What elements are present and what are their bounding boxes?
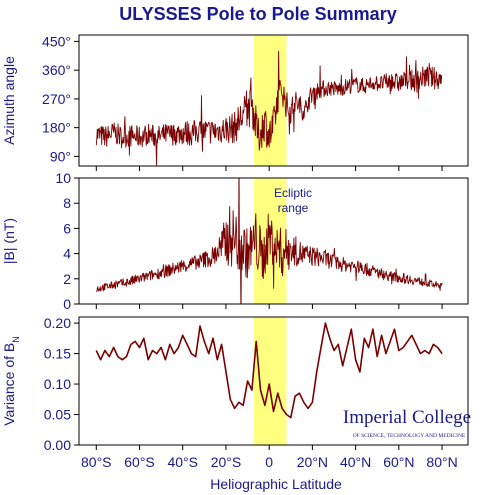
x-tick-label: 40°S bbox=[167, 454, 198, 470]
y-tick-label: 270° bbox=[42, 91, 71, 107]
y-tick-label: 0.20 bbox=[44, 315, 71, 331]
panel-1: 90° 180° 270° 360° 450° Azimuth angle bbox=[1, 33, 469, 171]
x-tick-label: 60°N bbox=[383, 454, 414, 470]
y-axis-label-subscript: N bbox=[11, 336, 21, 343]
y-tick-label: 8 bbox=[63, 195, 71, 211]
annotation-line-2: range bbox=[278, 201, 309, 215]
logo-line-2: OF SCIENCE, TECHNOLOGY AND MEDICINE bbox=[353, 433, 466, 439]
y-tick-label: 0.05 bbox=[44, 407, 71, 423]
y-tick-label: 0.10 bbox=[44, 376, 71, 392]
x-axis-label: Heliographic Latitude bbox=[210, 476, 342, 492]
y-tick-label: 0.15 bbox=[44, 346, 71, 362]
x-tick-label: 80°S bbox=[81, 454, 112, 470]
x-tick-label: 20°S bbox=[211, 454, 242, 470]
y-tick-label: 450° bbox=[42, 33, 71, 49]
panel-frame bbox=[78, 316, 469, 446]
series-line bbox=[95, 322, 443, 419]
y-tick-label: 10 bbox=[55, 170, 71, 186]
chart-title: ULYSSES Pole to Pole Summary bbox=[119, 4, 396, 24]
x-tick-label: 80°N bbox=[426, 454, 457, 470]
y-tick-label: 4 bbox=[63, 246, 71, 262]
y-tick-label: 360° bbox=[42, 62, 71, 78]
y-tick-label: 2 bbox=[63, 271, 71, 287]
x-tick-label: 20°N bbox=[297, 454, 328, 470]
x-tick-label: 60°S bbox=[124, 454, 155, 470]
y-axis-label: Azimuth angle bbox=[1, 56, 17, 145]
series-line bbox=[95, 50, 443, 166]
y-axis-label: Variance of BN bbox=[1, 336, 21, 426]
panel-frame bbox=[78, 34, 469, 167]
y-tick-label: 90° bbox=[50, 148, 71, 164]
series-line bbox=[96, 178, 443, 304]
y-tick-label: 0.00 bbox=[44, 437, 71, 453]
chart-panels: 90° 180° 270° 360° 450° Azimuth angle 0 2 4 6 8 10 |… bbox=[1, 33, 469, 470]
x-tick-label: 0 bbox=[265, 454, 273, 470]
panel-frame bbox=[78, 177, 469, 305]
y-axis-label: |B| (nT) bbox=[1, 218, 17, 264]
logo-line-1: Imperial College bbox=[343, 407, 471, 428]
imperial-college-logo: Imperial College OF SCIENCE, TECHNOLOGY … bbox=[343, 407, 471, 439]
y-tick-label: 6 bbox=[63, 220, 71, 236]
x-tick-label: 40°N bbox=[340, 454, 371, 470]
y-tick-label: 180° bbox=[42, 120, 71, 136]
y-tick-label: 0 bbox=[63, 296, 71, 312]
panel-3: 0.00 0.05 0.10 0.15 0.20 Variance of BN 80°S 60… bbox=[1, 315, 469, 470]
annotation-line-1: Ecliptic bbox=[274, 186, 312, 200]
